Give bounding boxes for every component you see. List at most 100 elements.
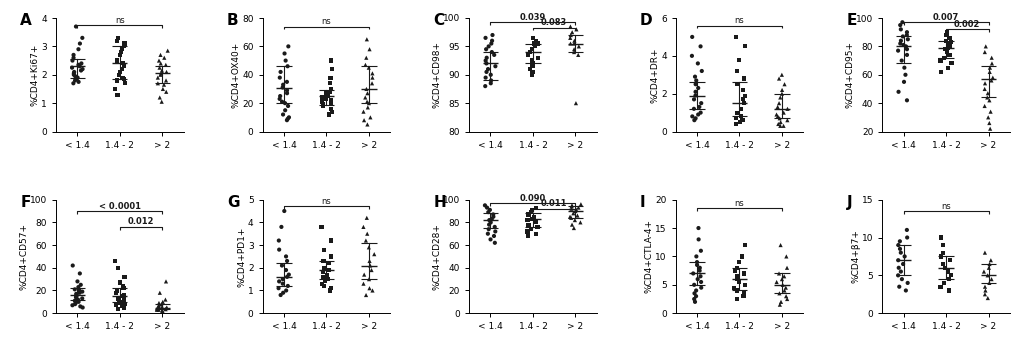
Point	[527, 231, 543, 237]
Point	[110, 306, 126, 311]
Point	[729, 110, 745, 116]
Point	[154, 307, 170, 313]
Point	[569, 213, 585, 219]
Point	[116, 297, 132, 302]
Point	[568, 207, 584, 213]
Point	[941, 35, 957, 41]
Point	[151, 300, 167, 306]
Point	[524, 60, 540, 66]
Point	[70, 299, 87, 305]
Point	[484, 32, 500, 38]
Point	[155, 86, 171, 92]
Point	[727, 268, 743, 274]
Point	[688, 262, 704, 268]
Point	[692, 285, 708, 291]
Point	[773, 72, 790, 78]
Point	[272, 292, 288, 298]
Point	[485, 212, 501, 217]
Point	[361, 285, 377, 291]
Point	[733, 106, 749, 112]
Point	[522, 226, 538, 232]
Point	[975, 86, 991, 92]
Point	[736, 282, 752, 288]
Point	[74, 305, 91, 310]
Point	[65, 55, 82, 60]
Text: C: C	[433, 13, 444, 28]
Point	[314, 103, 330, 109]
Point	[566, 41, 582, 46]
Point	[527, 44, 543, 49]
Point	[153, 301, 169, 307]
Point	[114, 293, 130, 299]
Point	[364, 288, 380, 293]
Point	[981, 109, 998, 114]
Point	[982, 276, 999, 282]
Text: I: I	[640, 195, 645, 210]
Point	[361, 244, 377, 250]
Point	[359, 99, 375, 105]
Point	[982, 55, 999, 60]
Point	[936, 38, 953, 44]
Point	[890, 265, 906, 271]
Point	[528, 38, 544, 44]
Text: 0.083: 0.083	[540, 18, 567, 27]
Point	[771, 119, 788, 125]
Point	[524, 46, 540, 52]
Point	[769, 113, 786, 119]
Point	[731, 259, 747, 265]
Point	[278, 87, 294, 93]
Point	[152, 72, 168, 78]
Point	[116, 41, 132, 46]
Point	[271, 75, 287, 81]
Point	[107, 86, 123, 92]
Point	[482, 77, 498, 83]
Point	[892, 38, 908, 44]
Point	[66, 69, 83, 75]
Point	[687, 116, 703, 121]
Point	[482, 72, 498, 78]
Point	[891, 284, 907, 289]
Point	[72, 282, 89, 288]
Point	[361, 276, 377, 282]
Point	[527, 205, 543, 211]
Point	[109, 38, 125, 44]
Point	[524, 69, 540, 75]
Point	[689, 112, 705, 117]
Point	[319, 93, 335, 99]
Point	[115, 283, 131, 289]
Point	[689, 276, 705, 282]
Point	[314, 274, 330, 280]
Point	[526, 41, 542, 46]
Point	[524, 207, 540, 213]
Point	[276, 100, 292, 106]
Point	[771, 95, 788, 100]
Point	[976, 250, 993, 256]
Point	[979, 265, 996, 271]
Point	[110, 265, 126, 271]
Point	[770, 116, 787, 121]
Point	[279, 103, 296, 109]
Point	[272, 93, 288, 99]
Point	[112, 52, 128, 58]
Point	[976, 49, 993, 55]
Point	[280, 44, 297, 49]
Point	[936, 265, 953, 271]
Point	[322, 75, 338, 81]
Text: G: G	[226, 195, 239, 210]
Point	[322, 288, 338, 293]
Point	[943, 39, 959, 45]
Point	[768, 104, 785, 110]
Point	[70, 46, 87, 52]
Point	[935, 280, 952, 286]
Point	[109, 35, 125, 41]
Point	[980, 280, 997, 286]
Point	[570, 44, 586, 49]
Point	[156, 82, 172, 87]
Point	[67, 77, 84, 83]
Point	[684, 113, 700, 119]
Point	[934, 242, 951, 248]
Point	[980, 261, 997, 267]
Point	[357, 95, 373, 100]
Y-axis label: %CD4+Ki67+: %CD4+Ki67+	[31, 44, 40, 106]
Point	[687, 89, 703, 95]
